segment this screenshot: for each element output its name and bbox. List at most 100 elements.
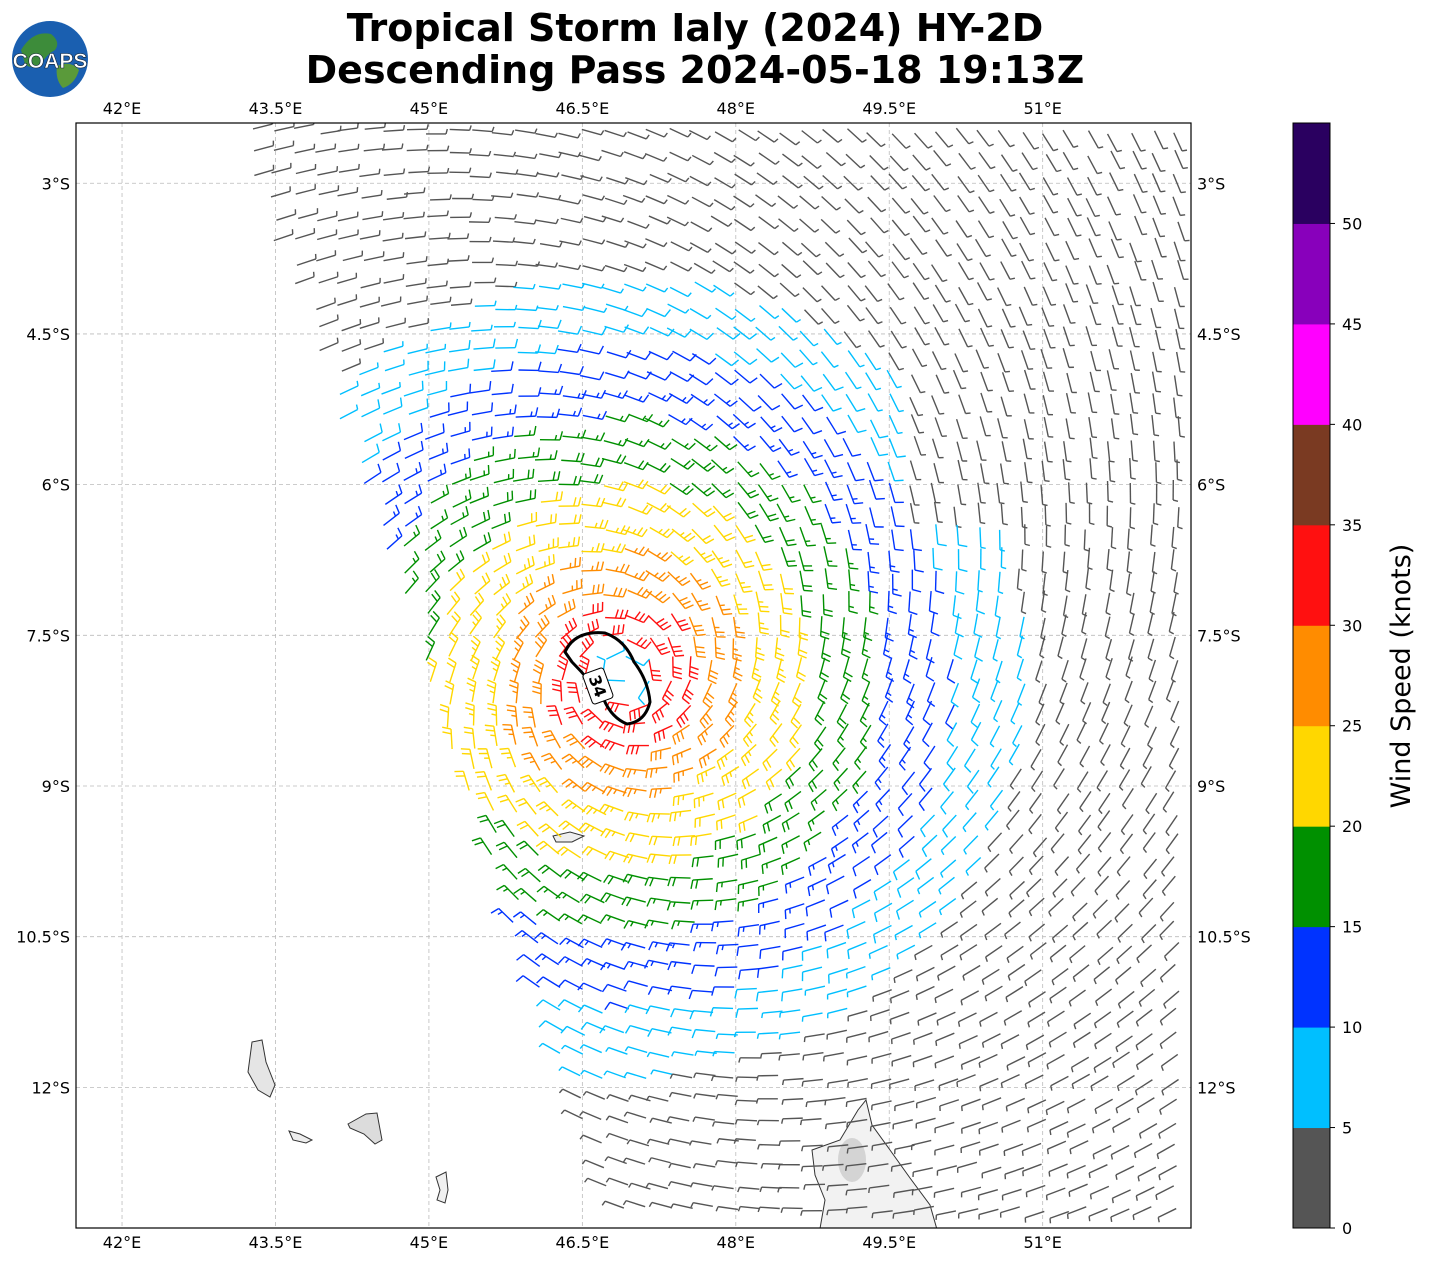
wind-barb: [493, 552, 512, 573]
wind-barb: [563, 706, 584, 725]
wind-barb: [845, 965, 866, 979]
wind-barb: [1069, 1140, 1089, 1155]
wind-barb: [1000, 1034, 1020, 1050]
wind-barb: [978, 1121, 999, 1135]
wind-barb: [853, 809, 870, 832]
wind-barb: [781, 988, 803, 1002]
wind-barb: [463, 726, 476, 749]
wind-barb: [959, 900, 977, 918]
wind-barb: [1088, 1164, 1108, 1179]
wind-barb: [516, 840, 539, 856]
wind-barb: [734, 173, 756, 186]
wind-barb: [754, 524, 774, 544]
wind-barb: [888, 414, 903, 435]
wind-barb: [1070, 877, 1086, 897]
wind-barb: [805, 899, 826, 917]
wind-barb: [623, 1111, 647, 1119]
wind-barb: [757, 898, 779, 914]
wind-barb: [1155, 462, 1162, 485]
wind-barb: [598, 720, 624, 733]
wind-barb: [935, 1032, 955, 1046]
wind-barb: [914, 132, 933, 149]
wind-barb: [910, 414, 925, 434]
wind-barb: [671, 747, 692, 766]
wind-barb: [1136, 944, 1153, 964]
wind-barb: [296, 253, 317, 266]
wind-barb: [800, 595, 812, 618]
wind-barb: [712, 505, 735, 522]
wind-barb: [713, 393, 738, 407]
wind-barb: [653, 724, 673, 743]
wind-barb: [1119, 833, 1134, 855]
wind-barb: [606, 349, 632, 359]
wind-barb: [833, 767, 849, 791]
wind-barb: [555, 891, 580, 904]
wind-barb: [649, 173, 672, 183]
wind-barb: [1090, 350, 1101, 372]
wind-barb: [1065, 502, 1072, 525]
wind-barb: [626, 351, 652, 361]
wind-barb: [844, 198, 864, 214]
wind-barb: [878, 744, 892, 769]
wind-barb: [979, 416, 991, 437]
wind-barb: [898, 746, 912, 771]
wind-barb: [690, 393, 715, 407]
wind-barb: [694, 281, 717, 293]
wind-barb: [769, 723, 783, 748]
wind-barb: [848, 569, 860, 592]
wind-barb: [1092, 899, 1108, 919]
wind-barb: [779, 282, 800, 298]
wind-barb: [513, 238, 536, 245]
wind-barb: [513, 283, 536, 290]
wind-barb: [628, 1182, 651, 1190]
wind-barb: [844, 371, 862, 390]
wind-barb: [576, 871, 602, 882]
wind-barb: [579, 1044, 602, 1054]
wind-barb: [779, 573, 794, 595]
wind-barb: [364, 423, 383, 443]
wind-barb: [868, 1184, 890, 1194]
wind-barb: [1110, 527, 1117, 550]
wind-barb: [668, 1162, 691, 1169]
wind-barb: [975, 590, 985, 615]
wind-barb: [716, 327, 741, 340]
wind-barb: [1053, 768, 1065, 790]
wind-barb: [534, 932, 559, 945]
wind-barb: [823, 328, 842, 346]
wind-barb: [1059, 682, 1068, 706]
colorbar-segment: [1293, 424, 1330, 526]
lon-tick-label: 51°E: [1023, 99, 1061, 118]
wind-barb: [648, 215, 671, 225]
wind-barb: [714, 242, 737, 255]
wind-barb: [1002, 221, 1018, 240]
wind-barb: [933, 462, 944, 484]
wind-barb: [1048, 1163, 1068, 1177]
wind-barb: [1065, 240, 1080, 261]
wind-barb: [734, 282, 756, 296]
wind-barb: [582, 194, 605, 201]
wind-barb: [408, 318, 430, 328]
wind-barb: [1000, 173, 1017, 192]
wind-barb: [707, 659, 719, 685]
wind-barb: [383, 341, 404, 353]
wind-barb: [493, 490, 514, 507]
wind-barb: [872, 989, 892, 1002]
wind-barb: [890, 330, 907, 349]
wind-barb: [1109, 172, 1124, 192]
wind-barb: [978, 1208, 999, 1220]
wind-barb: [274, 123, 295, 132]
wind-barb: [711, 617, 726, 638]
wind-barb: [517, 592, 535, 615]
wind-barb: [799, 570, 813, 592]
wind-barb: [995, 660, 1003, 684]
wind-barb: [1056, 793, 1070, 815]
wind-barb: [757, 285, 778, 300]
wind-barb: [889, 1011, 910, 1025]
wind-barb: [1120, 814, 1134, 836]
wind-barb: [649, 327, 675, 337]
wind-barb: [426, 280, 448, 289]
wind-barb: [752, 678, 763, 704]
wind-barb: [429, 550, 446, 573]
wind-barb: [446, 657, 457, 683]
wind-barb: [645, 1182, 669, 1190]
